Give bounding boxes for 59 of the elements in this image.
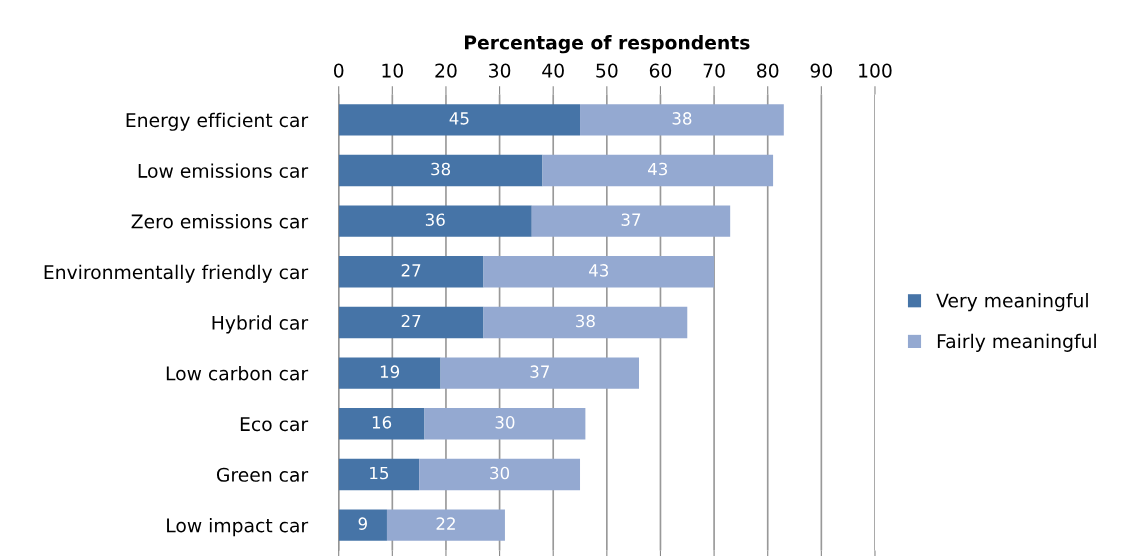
y-tick-label: Low carbon car — [166, 366, 309, 381]
x-axis-title: Percentage of respondents — [465, 35, 750, 54]
bar — [440, 357, 640, 389]
data-label: 38 — [431, 162, 451, 176]
x-tick-label: 90 — [810, 63, 833, 78]
y-tick-label: Low emissions car — [138, 163, 309, 178]
legend-label: Fairly meaningful — [937, 333, 1096, 352]
y-tick-label: Low impact car — [167, 517, 309, 537]
bar — [580, 104, 784, 136]
bar — [338, 154, 543, 187]
bar — [424, 408, 586, 440]
bar — [386, 509, 505, 541]
bar — [338, 509, 387, 541]
bar — [483, 256, 715, 288]
bar — [338, 104, 581, 136]
bar — [531, 205, 731, 237]
data-label: 27 — [401, 314, 421, 328]
y-tick-label: Energy efficient car — [126, 112, 309, 131]
data-label: 37 — [621, 213, 641, 226]
bar — [338, 357, 441, 389]
x-tick-label: 50 — [596, 63, 618, 78]
data-label: 43 — [647, 162, 668, 176]
y-tick-label: Hybrid car — [212, 315, 309, 334]
x-tick-label: 70 — [703, 63, 725, 78]
bar — [338, 306, 484, 339]
data-label: 15 — [370, 466, 389, 480]
x-tick-label: 10 — [382, 63, 404, 78]
y-tick-label: Eco car — [240, 417, 309, 432]
x-tick-label: 40 — [542, 63, 564, 78]
x-tick-label: 100 — [859, 63, 892, 78]
data-label: 19 — [380, 365, 400, 378]
data-label: 22 — [436, 517, 455, 530]
data-label: 36 — [425, 213, 445, 226]
legend-label: Very meaningful — [936, 293, 1088, 312]
bar — [483, 306, 688, 339]
data-label: 38 — [576, 314, 595, 328]
data-label: 9 — [358, 517, 367, 530]
bar — [338, 408, 425, 440]
x-tick-label: 30 — [489, 63, 511, 78]
bar — [542, 154, 774, 187]
x-tick-label: 0 — [333, 63, 344, 78]
data-label: 37 — [530, 365, 549, 378]
data-label: 16 — [372, 416, 392, 429]
data-label: 30 — [490, 466, 510, 480]
y-tick-label: Environmentally friendly car — [44, 264, 309, 283]
bar — [338, 458, 420, 491]
y-tick-label: Zero emissions car — [131, 214, 309, 229]
y-tick-label: Green car — [216, 467, 309, 482]
bar — [419, 458, 581, 491]
data-label: 45 — [449, 112, 469, 125]
bar — [338, 205, 532, 237]
data-label: 43 — [589, 264, 609, 277]
x-tick-label: 80 — [757, 63, 779, 78]
data-label: 38 — [672, 112, 692, 125]
x-tick-label: 60 — [649, 63, 672, 78]
data-label: 27 — [401, 264, 421, 277]
data-label: 30 — [495, 416, 515, 429]
bar — [338, 256, 484, 288]
x-tick-label: 20 — [435, 63, 457, 78]
